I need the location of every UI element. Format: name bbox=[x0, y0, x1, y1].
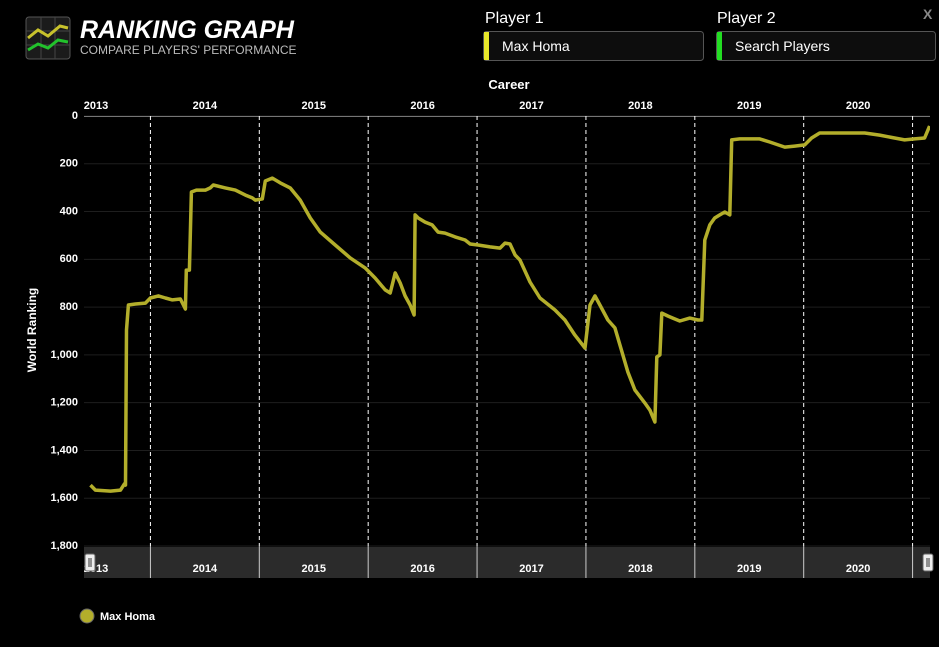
y-tick-label: 1,400 bbox=[50, 444, 78, 456]
navigator-label: 2015 bbox=[301, 563, 325, 575]
ranking-line bbox=[89, 125, 930, 493]
y-tick-label: 1,000 bbox=[50, 349, 78, 361]
navigator-label: 2018 bbox=[628, 563, 652, 575]
y-axis-title: World Ranking bbox=[25, 288, 39, 372]
plot: 0 200 400 600 800 1,000 1,200 1,400 1,600 1,800 20… bbox=[50, 100, 930, 624]
navigator-handle-right[interactable] bbox=[922, 553, 934, 572]
y-tick-label: 1,800 bbox=[50, 540, 78, 552]
x-tick-label: 2016 bbox=[410, 100, 434, 112]
x-tick-label: 2014 bbox=[193, 100, 218, 112]
navigator-handle-left[interactable] bbox=[84, 553, 96, 572]
navigator-label: 2016 bbox=[410, 563, 434, 575]
navigator bbox=[84, 547, 930, 578]
x-tick-label: 2020 bbox=[846, 100, 870, 112]
y-tick-label: 800 bbox=[60, 301, 78, 313]
legend-marker bbox=[79, 608, 95, 624]
legend-label: Max Homa bbox=[100, 611, 156, 623]
x-tick-label: 2018 bbox=[628, 100, 652, 112]
x-tick-label: 2017 bbox=[519, 100, 543, 112]
y-tick-label: 600 bbox=[60, 253, 78, 265]
player2-input[interactable]: Search Players bbox=[716, 31, 936, 61]
x-labels: 2013201320142014201520152016201620172017… bbox=[84, 100, 870, 575]
y-tick-label: 0 bbox=[72, 110, 78, 122]
chart-title: Career bbox=[488, 77, 529, 92]
x-tick-label: 2019 bbox=[737, 100, 761, 112]
player2-label: Player 2 bbox=[717, 10, 776, 27]
player1-input[interactable]: Max Homa bbox=[483, 31, 704, 61]
y-tick-label: 400 bbox=[60, 205, 78, 217]
player1-label: Player 1 bbox=[485, 10, 544, 27]
y-tick-label: 200 bbox=[60, 158, 78, 170]
y-tick-label: 1,200 bbox=[50, 397, 78, 409]
logo bbox=[25, 16, 71, 60]
app-subtitle: COMPARE PLAYERS' PERFORMANCE bbox=[80, 43, 297, 57]
app-title: RANKING GRAPH bbox=[80, 16, 295, 44]
navigator-label: 2014 bbox=[193, 563, 218, 575]
navigator-label: 2017 bbox=[519, 563, 543, 575]
player1-value: Max Homa bbox=[502, 38, 570, 54]
close-button[interactable]: X bbox=[923, 6, 933, 22]
x-tick-label: 2015 bbox=[301, 100, 325, 112]
player2-placeholder: Search Players bbox=[735, 38, 830, 54]
navigator-label: 2019 bbox=[737, 563, 761, 575]
x-tick-label: 2013 bbox=[84, 100, 108, 112]
y-tick-label: 1,600 bbox=[50, 492, 78, 504]
navigator-label: 2020 bbox=[846, 563, 870, 575]
